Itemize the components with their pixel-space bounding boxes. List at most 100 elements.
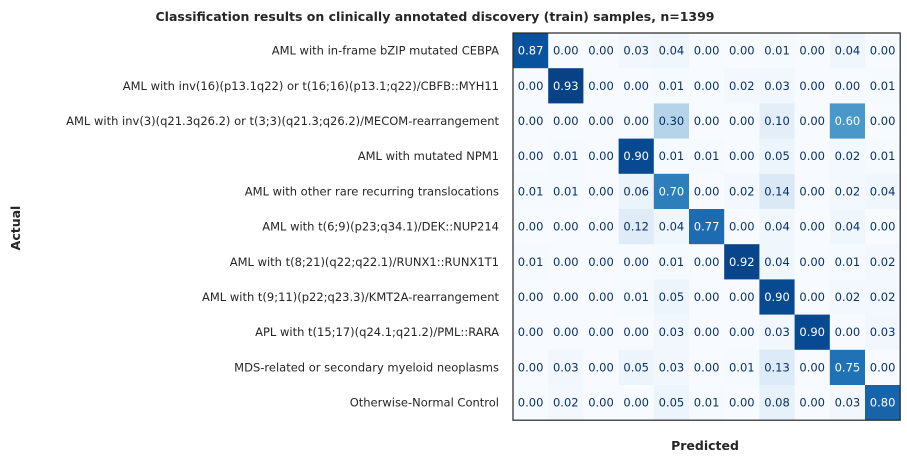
cell-value-label: 0.01 — [553, 149, 579, 163]
cell-value-label: 0.00 — [588, 290, 614, 304]
heatmap-cell — [829, 33, 866, 69]
cell-value-label: 0.00 — [870, 220, 896, 234]
heatmap-cell — [583, 209, 619, 245]
heatmap-cell — [724, 244, 760, 280]
row-tick-label: AML with t(6;9)(p23;q34.1)/DEK::NUP214 — [262, 220, 499, 234]
cell-value-label: 0.00 — [553, 114, 579, 128]
heatmap-cell — [689, 209, 725, 245]
heatmap-cell — [829, 385, 866, 421]
heatmap-cell — [865, 244, 901, 280]
cell-value-label: 0.00 — [623, 396, 649, 410]
cell-value-label: 0.00 — [870, 360, 896, 374]
heatmap-cell — [548, 244, 584, 280]
cell-value-label: 0.00 — [799, 360, 825, 374]
heatmap-cell — [794, 385, 831, 421]
cell-value-label: 0.04 — [870, 184, 896, 198]
cell-value-label: 0.06 — [623, 184, 649, 198]
cell-value-label: 0.00 — [729, 290, 755, 304]
cell-value-label: 0.01 — [870, 79, 896, 93]
heatmap-cell — [653, 68, 690, 104]
heatmap-cell — [724, 138, 760, 175]
heatmap-cell — [865, 385, 901, 421]
row-labels: AML with in-frame bZIP mutated CEBPA AML … — [66, 44, 499, 410]
heatmap-cell — [653, 244, 690, 280]
heatmap-cell — [618, 314, 655, 351]
cell-value-label: 0.00 — [694, 360, 720, 374]
cell-value-label: 0.00 — [518, 360, 544, 374]
heatmap-cell — [513, 349, 549, 386]
cell-value-label: 0.03 — [764, 79, 790, 93]
heatmap-cell — [829, 209, 866, 245]
cell-value-label: 0.75 — [835, 360, 861, 374]
heatmap-cell — [583, 244, 619, 280]
heatmap-cell — [583, 314, 619, 351]
heatmap-cell — [794, 349, 831, 386]
row-tick-label: AML with mutated NPM1 — [358, 149, 499, 163]
cell-value-label: 0.00 — [694, 79, 720, 93]
cell-value-label: 0.00 — [729, 325, 755, 339]
cell-value-label: 0.02 — [835, 184, 861, 198]
heatmap-cell — [513, 103, 549, 139]
cell-value-label: 0.00 — [729, 44, 755, 58]
cell-value-label: 0.00 — [799, 114, 825, 128]
cell-value-label: 0.00 — [799, 184, 825, 198]
heatmap-cell — [865, 209, 901, 245]
heatmap-cell — [618, 68, 655, 104]
row-tick-label: MDS-related or secondary myeloid neoplas… — [234, 360, 499, 374]
cell-value-label: 0.05 — [764, 149, 790, 163]
heatmap-cell — [724, 33, 760, 69]
heatmap-cell — [618, 173, 655, 210]
heatmap-cell — [724, 385, 760, 421]
row-tick-label: AML with in-frame bZIP mutated CEBPA — [272, 44, 499, 58]
heatmap-cell — [865, 173, 901, 210]
cell-value-label: 0.03 — [659, 325, 685, 339]
cell-value-label: 0.03 — [659, 360, 685, 374]
row-tick-label: AML with t(9;11)(p22;q23.3)/KMT2A-rearra… — [202, 290, 499, 304]
cell-value-label: 0.00 — [799, 255, 825, 269]
heatmap-cell — [759, 103, 795, 139]
heatmap-cell — [618, 103, 655, 139]
heatmap-cell — [794, 314, 831, 351]
cell-value-label: 0.00 — [518, 114, 544, 128]
heatmap-cell — [829, 244, 866, 280]
heatmap-cell — [618, 349, 655, 386]
heatmap-cell — [759, 209, 795, 245]
heatmap-cell — [829, 279, 866, 315]
heatmap-cell — [689, 33, 725, 69]
cell-value-label: 0.00 — [870, 114, 896, 128]
heatmap-cell — [865, 349, 901, 386]
cell-value-label: 0.00 — [835, 325, 861, 339]
cell-value-label: 0.70 — [659, 184, 685, 198]
heatmap-cell — [548, 173, 584, 210]
cell-value-label: 0.03 — [870, 325, 896, 339]
cell-value-label: 0.03 — [623, 44, 649, 58]
cell-value-label: 0.14 — [764, 184, 790, 198]
cell-value-label: 0.03 — [835, 396, 861, 410]
heatmap-cell — [759, 279, 795, 315]
heatmap-cell — [759, 138, 795, 175]
heatmap-cell — [618, 279, 655, 315]
cell-value-label: 0.13 — [764, 360, 790, 374]
cell-value-label: 0.00 — [518, 325, 544, 339]
cell-value-label: 0.08 — [764, 396, 790, 410]
cell-value-label: 0.04 — [835, 220, 861, 234]
heatmap-cell — [794, 173, 831, 210]
cell-value-label: 0.00 — [799, 44, 825, 58]
heatmap-cell — [513, 138, 549, 175]
heatmap-cell — [724, 209, 760, 245]
cell-value-label: 0.90 — [623, 149, 649, 163]
cell-value-label: 0.02 — [729, 184, 755, 198]
heatmap-cell — [759, 244, 795, 280]
heatmap-cell — [689, 68, 725, 104]
cell-value-label: 0.04 — [659, 220, 685, 234]
cell-value-label: 0.01 — [659, 149, 685, 163]
cell-value-label: 0.04 — [764, 255, 790, 269]
cell-value-label: 0.02 — [729, 79, 755, 93]
heatmap-cell — [829, 103, 866, 139]
heatmap-cell — [829, 314, 866, 351]
cell-value-label: 0.00 — [623, 255, 649, 269]
cell-value-label: 0.00 — [553, 220, 579, 234]
cell-value-label: 0.00 — [799, 396, 825, 410]
heatmap-cell — [724, 314, 760, 351]
